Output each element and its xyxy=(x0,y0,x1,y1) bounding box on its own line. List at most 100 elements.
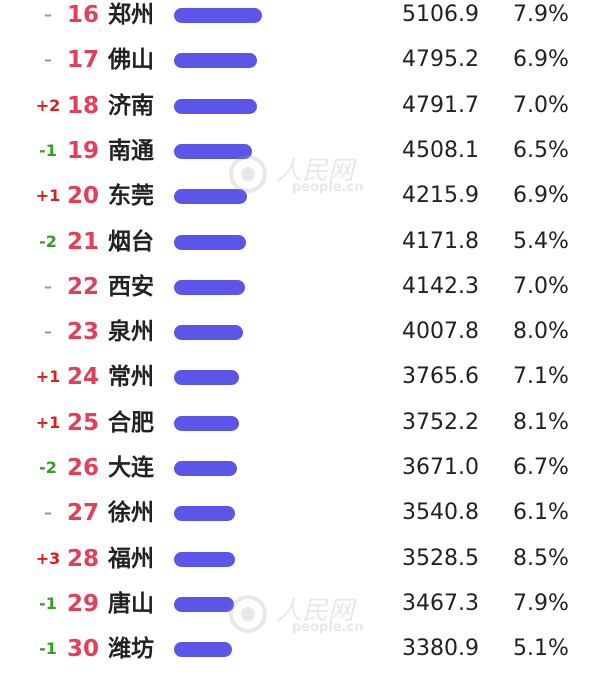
city-name: 合肥 xyxy=(108,409,154,436)
people-logo-icon xyxy=(229,155,267,193)
rank-number: 28 xyxy=(67,545,100,572)
rank-number: 24 xyxy=(67,364,100,391)
rank-change: +2 xyxy=(35,95,61,115)
gdp-value: 3380.9 xyxy=(402,636,479,662)
table-row: +1 20 东莞 4215.9 6.9% xyxy=(0,181,600,226)
rank-number: 26 xyxy=(67,455,100,481)
watermark-text: 人民网 xyxy=(276,596,355,626)
gdp-value: 4791.7 xyxy=(402,92,479,118)
gdp-value: 3752.2 xyxy=(402,409,479,435)
watermark-text: 人民网 xyxy=(276,156,355,186)
gdp-value: 4142.3 xyxy=(402,273,479,299)
gdp-value: 4795.2 xyxy=(402,47,479,73)
table-row: –27 徐州 3540.8 6.1% xyxy=(0,498,600,543)
watermark-sub: people.cn xyxy=(292,180,364,195)
watermark: 人民网 people.cn xyxy=(228,150,388,200)
table-row: –23 泉州 4007.8 8.0% xyxy=(0,317,600,362)
city-name: 南通 xyxy=(108,137,154,164)
table-row: +2 18 济南 4791.7 7.0% xyxy=(0,91,600,136)
table-row: –16 郑州 5106.9 7.9% xyxy=(0,0,600,45)
growth-rate: 5.4% xyxy=(513,228,569,254)
rank-number: 22 xyxy=(67,273,100,300)
gdp-bar xyxy=(174,189,247,205)
gdp-bar xyxy=(174,143,252,159)
rank-change: +1 xyxy=(35,367,61,387)
gdp-bar xyxy=(174,415,239,431)
rank-change: -2 xyxy=(39,458,57,477)
gdp-bar xyxy=(174,325,243,341)
gdp-value: 4215.9 xyxy=(402,183,479,209)
rank-change: -2 xyxy=(39,231,57,251)
rank-number: 18 xyxy=(67,92,100,119)
growth-rate: 6.5% xyxy=(513,137,569,163)
rank-change: -1 xyxy=(39,140,57,160)
city-name: 郑州 xyxy=(108,2,154,28)
city-name: 大连 xyxy=(108,455,154,481)
rank-number: 23 xyxy=(67,319,100,346)
table-row: +3 28 福州 3528.5 8.5% xyxy=(0,544,600,589)
growth-rate: 6.1% xyxy=(513,500,569,526)
rank-change: -1 xyxy=(39,593,57,613)
growth-rate: 7.1% xyxy=(513,364,569,390)
city-name: 徐州 xyxy=(108,500,154,527)
gdp-bar xyxy=(174,506,235,522)
table-row: -1 30 潍坊 3380.9 5.1% xyxy=(0,634,600,679)
growth-rate: 7.0% xyxy=(513,273,569,299)
growth-rate: 8.0% xyxy=(513,319,569,345)
city-name: 济南 xyxy=(108,92,154,119)
gdp-value: 5106.9 xyxy=(402,2,479,27)
gdp-value: 3467.3 xyxy=(402,590,479,616)
city-name: 泉州 xyxy=(108,319,154,346)
table-row: –17 佛山 4795.2 6.9% xyxy=(0,45,600,90)
rank-number: 19 xyxy=(67,137,100,164)
rank-change: +1 xyxy=(35,412,61,432)
city-name: 潍坊 xyxy=(108,636,154,663)
rank-change: – xyxy=(44,5,52,24)
city-name: 唐山 xyxy=(108,590,154,617)
rank-change: – xyxy=(44,276,52,296)
rank-number: 20 xyxy=(67,183,100,210)
rank-change: – xyxy=(44,503,52,523)
gdp-value: 3540.8 xyxy=(402,500,479,526)
gdp-bar xyxy=(174,98,257,114)
gdp-value: 3528.5 xyxy=(402,545,479,571)
growth-rate: 6.7% xyxy=(513,455,569,480)
city-name: 常州 xyxy=(108,364,154,391)
gdp-bar xyxy=(174,279,245,295)
city-name: 福州 xyxy=(108,545,154,572)
gdp-bar xyxy=(174,370,239,386)
gdp-bar xyxy=(174,551,235,567)
city-name: 佛山 xyxy=(108,47,154,74)
table-row: -1 19 南通 4508.1 6.5% xyxy=(0,136,600,181)
table-row: +1 25 合肥 3752.2 8.1% xyxy=(0,408,600,453)
rank-number: 21 xyxy=(67,228,100,255)
growth-rate: 7.0% xyxy=(513,92,569,118)
rank-change: – xyxy=(44,50,52,70)
gdp-value: 4171.8 xyxy=(402,228,479,254)
growth-rate: 6.9% xyxy=(513,183,569,209)
people-logo-icon xyxy=(229,595,267,633)
rank-number: 30 xyxy=(67,636,100,663)
gdp-bar xyxy=(174,642,232,658)
city-name: 东莞 xyxy=(108,183,154,210)
rank-change: – xyxy=(44,322,52,342)
gdp-bar xyxy=(174,53,257,69)
growth-rate: 8.5% xyxy=(513,545,569,571)
growth-rate: 7.9% xyxy=(513,590,569,616)
gdp-bar xyxy=(174,461,237,476)
gdp-bar xyxy=(174,234,246,250)
city-name: 烟台 xyxy=(108,228,154,255)
rank-number: 16 xyxy=(67,2,100,28)
gdp-value: 4007.8 xyxy=(402,319,479,345)
rank-number: 25 xyxy=(67,409,100,436)
gdp-value: 3765.6 xyxy=(402,364,479,390)
rank-number: 17 xyxy=(67,47,100,74)
gdp-bar xyxy=(174,8,262,23)
gdp-value: 4508.1 xyxy=(402,137,479,163)
growth-rate: 7.9% xyxy=(513,2,569,27)
table-row: -1 29 唐山 3467.3 7.9% xyxy=(0,589,600,634)
rank-change: +3 xyxy=(35,548,61,568)
table-row: –22 西安 4142.3 7.0% xyxy=(0,272,600,317)
growth-rate: 8.1% xyxy=(513,409,569,435)
